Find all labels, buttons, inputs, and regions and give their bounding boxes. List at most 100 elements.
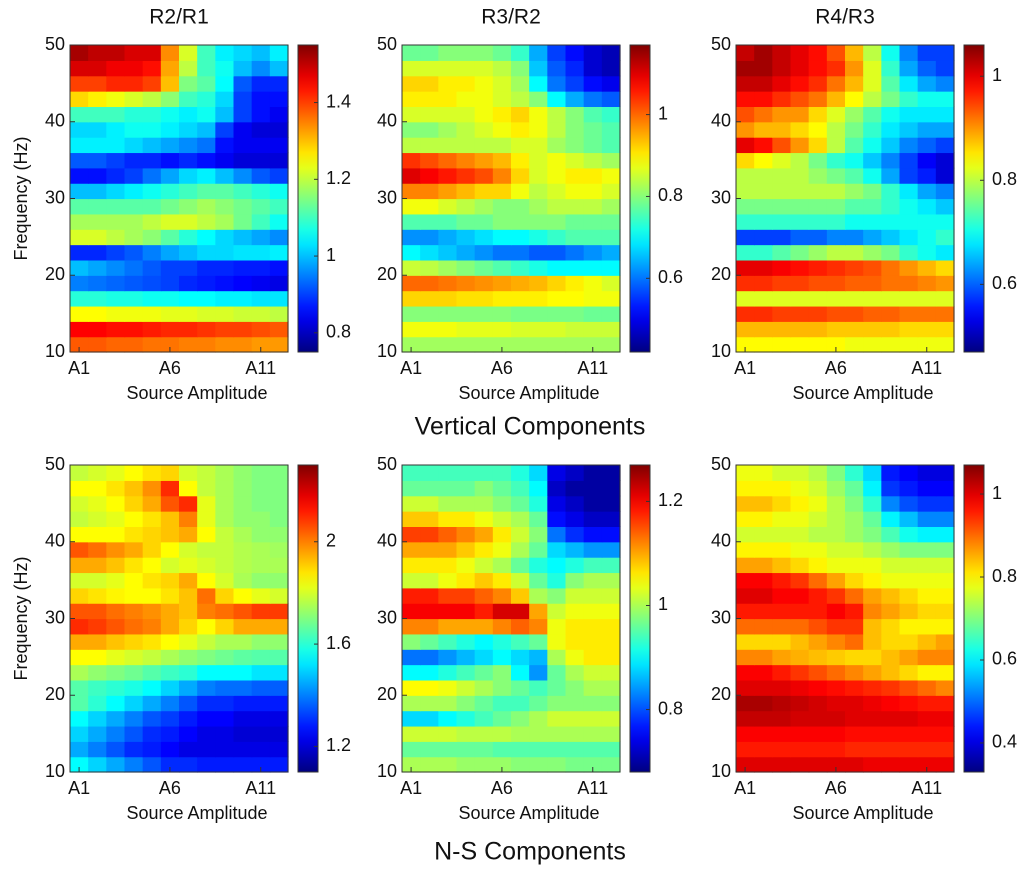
cell [456,541,476,558]
cell [529,603,548,620]
cell [826,106,846,123]
cell [179,321,198,338]
cell [881,244,901,261]
cell [215,275,235,292]
cell [142,633,162,650]
cell [845,106,864,123]
cell [160,336,180,353]
cell [899,137,919,154]
y-tick-label: 50 [711,34,731,54]
cell [736,557,755,574]
cell [881,633,901,650]
cell [881,75,901,92]
cell [197,198,216,215]
cell [583,75,603,92]
cell [474,572,494,589]
cell [474,45,494,61]
cell [179,213,198,230]
cell [106,710,126,727]
cell [269,541,289,558]
cell [881,45,901,61]
cell [826,290,846,307]
cell [420,710,439,727]
cell [808,60,828,77]
cell [565,511,585,527]
cell [583,60,603,77]
cell [547,618,567,635]
cell [790,587,810,604]
cell [845,649,864,666]
cell [529,213,548,230]
cell [808,167,828,184]
cell [70,664,89,681]
cell [251,305,271,322]
cell [565,305,585,322]
cell [863,541,882,558]
cell [845,557,864,574]
cell [251,137,271,154]
cell [565,710,585,727]
cell [420,741,439,758]
cell [215,725,235,742]
cell [88,480,107,497]
cell [790,725,810,742]
cell [124,183,144,200]
cell [881,649,901,666]
cell [492,275,512,292]
colorbar [963,464,985,773]
cell [492,695,512,712]
cell [492,664,512,681]
cell [826,495,846,512]
cell [88,198,107,215]
cell [215,526,235,543]
cell [456,213,476,230]
cell [124,229,144,246]
cell [881,167,901,184]
cell [402,603,421,620]
cell [583,275,603,292]
cell [269,664,289,681]
cell [402,511,421,527]
cell [863,649,882,666]
cell [492,649,512,666]
cell [899,756,919,773]
cell [492,152,512,169]
cell [547,465,567,481]
cell [826,45,846,61]
cell [124,541,144,558]
cell [935,465,955,481]
cell [601,137,621,154]
y-tick-label: 10 [45,341,65,361]
cell [88,741,107,758]
cell [251,695,271,712]
cell [456,91,476,107]
cell [845,244,864,261]
cell [251,526,271,543]
cell [547,167,567,184]
cell [511,75,530,92]
cell [474,480,494,497]
cell [772,557,792,574]
cell [215,480,235,497]
cell [736,45,755,61]
cell [808,106,828,123]
cell [529,633,548,650]
cell [70,465,89,481]
cell [935,664,955,681]
cell [772,603,792,620]
cell [547,725,567,742]
cell [438,649,458,666]
y-tick-label: 10 [711,761,731,781]
cell [124,60,144,77]
cell [826,305,846,322]
cell [402,198,421,215]
y-tick-label: 20 [377,684,397,704]
cell [215,756,235,773]
cell [474,60,494,77]
cell [863,45,882,61]
cell [420,91,439,107]
cell [736,198,755,215]
cell [456,167,476,184]
y-tick-label: 20 [377,264,397,284]
cell [438,183,458,200]
